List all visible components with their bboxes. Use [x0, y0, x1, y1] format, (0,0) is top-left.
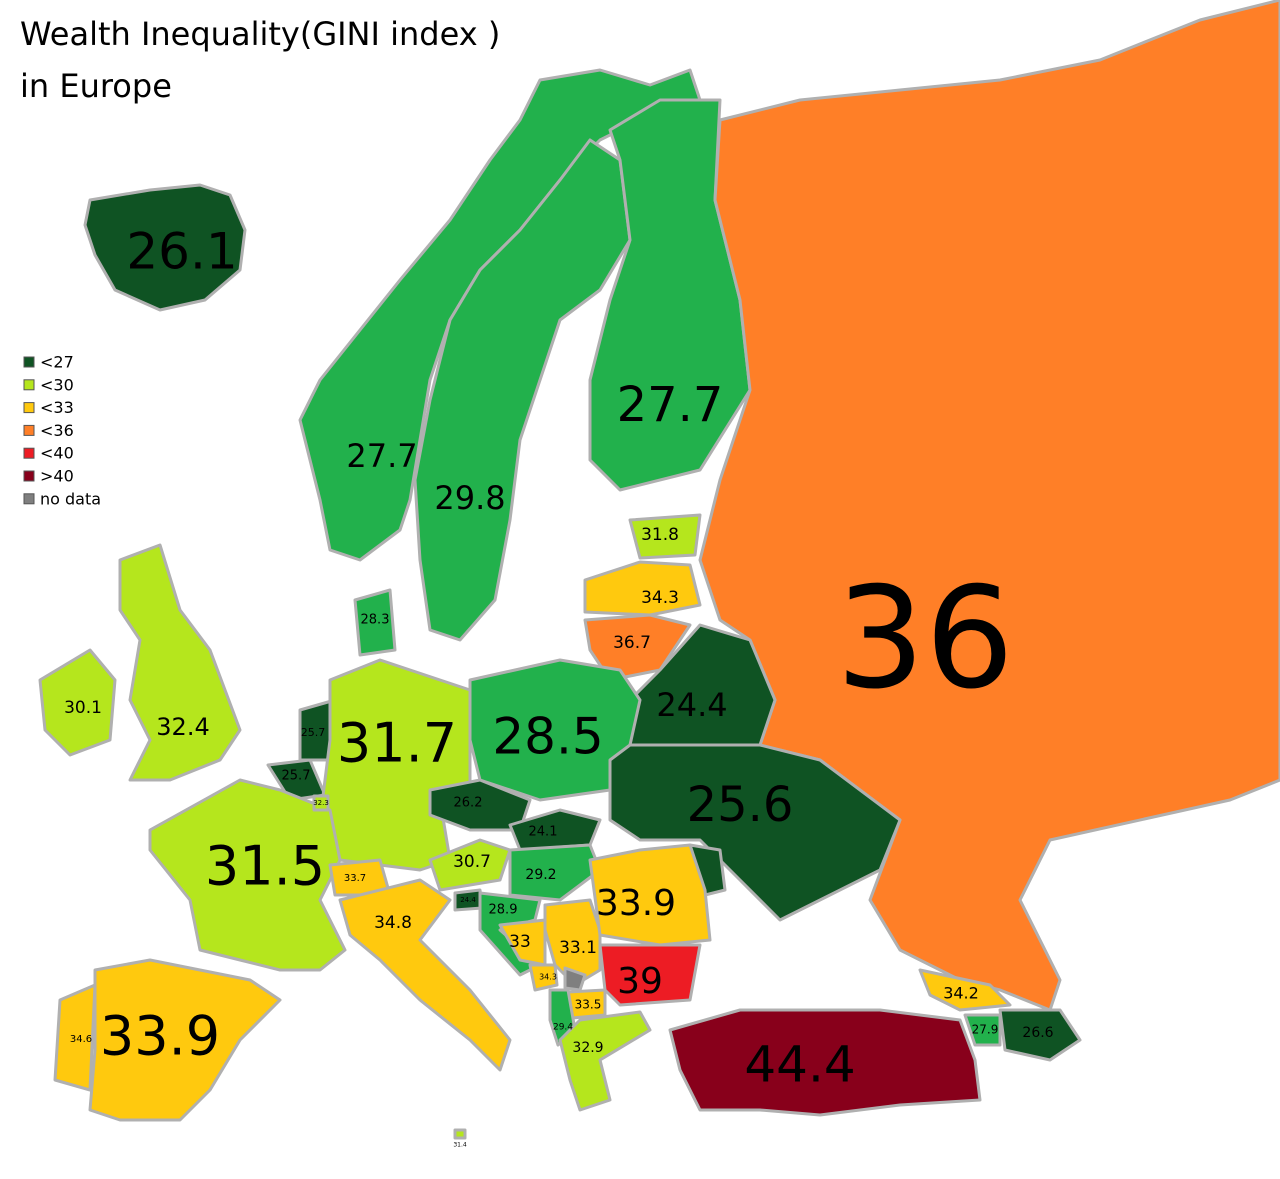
country-value: 24.1 [529, 825, 558, 840]
country-value: 31.7 [337, 712, 457, 775]
country-shape [118, 543, 242, 782]
country-shape [38, 648, 117, 757]
country-value: 34.3 [641, 588, 679, 608]
country-shape [88, 958, 282, 1122]
country-shape [312, 794, 330, 812]
title-line: Wealth Inequality(GINI index ) [20, 15, 500, 53]
legend-label: <36 [40, 421, 74, 440]
country-value: 29.4 [553, 1023, 573, 1033]
legend-label: >40 [40, 467, 74, 486]
country-value: 36.7 [613, 633, 651, 653]
country-shape [588, 98, 752, 492]
country-value: 33.5 [575, 998, 602, 1012]
country-shape [598, 943, 702, 1007]
country-shape [588, 843, 712, 947]
country-value: 33.1 [559, 938, 597, 958]
legend-swatch [23, 447, 35, 459]
country-shape [508, 843, 602, 902]
country-shape [453, 1128, 467, 1140]
country-shape [148, 778, 347, 972]
country-value: 29.2 [525, 867, 556, 883]
country-value: 27.7 [346, 437, 417, 475]
country-shape [628, 513, 702, 560]
country-shape [668, 1008, 982, 1117]
country-value: 27.9 [972, 1023, 999, 1037]
country-shape [53, 983, 97, 1092]
country-shape [583, 560, 702, 617]
legend-swatch [23, 402, 35, 414]
country-shape [558, 1010, 652, 1112]
legend-swatch [23, 424, 35, 436]
country-shape [338, 878, 512, 1072]
legend-swatch [23, 356, 35, 368]
country-value: 34.3 [539, 973, 557, 982]
country-value: 26.1 [126, 223, 237, 281]
country-shape [508, 808, 602, 852]
country-value: 31.8 [641, 525, 679, 545]
country-shape [428, 838, 512, 892]
country-value: 33 [509, 932, 531, 952]
country-value: 25.6 [687, 777, 794, 833]
country-value: 28.5 [492, 708, 603, 766]
country-value: 30.7 [453, 852, 491, 872]
country-shape [413, 138, 632, 642]
country-value: 28.3 [361, 613, 390, 628]
country-shape [543, 898, 602, 987]
country-value: 34.8 [374, 913, 412, 933]
country-value: 25.7 [282, 769, 311, 784]
country-value: 28.9 [489, 903, 518, 918]
legend-label: <27 [40, 353, 74, 372]
country-shape [528, 963, 559, 992]
country-labels: 26.1 27.7 29.8 27.7 36 31.8 34.3 36.7 24.4 28.5 25… [64, 223, 1054, 1149]
country-value: 33.7 [344, 873, 366, 884]
legend-label: no data [40, 489, 101, 508]
country-value: 31.5 [205, 835, 325, 898]
country-value: 32.3 [313, 799, 329, 807]
countries [38, 0, 1280, 1140]
country-shape [998, 1008, 1082, 1062]
country-value: 32.4 [156, 713, 209, 741]
country-value: 27.7 [617, 377, 724, 433]
country-value: 26.2 [454, 796, 483, 811]
country-value: 24.4 [656, 686, 727, 724]
legend-label: <33 [40, 398, 74, 417]
title-line: in Europe [20, 67, 172, 105]
legend: <27 <30 <33 <36 <40 >40 no data [23, 353, 101, 508]
country-shape [83, 183, 247, 312]
country-value: 24.4 [460, 896, 476, 904]
country-value: 44.4 [744, 1036, 855, 1094]
country-shape [963, 1013, 1002, 1047]
legend-label: <30 [40, 375, 74, 394]
country-value: 25.7 [301, 726, 326, 739]
country-value: 31.4 [453, 1142, 467, 1149]
country-value: 36 [836, 558, 1014, 721]
country-value: 30.1 [64, 698, 102, 718]
country-value: 33.9 [596, 883, 676, 924]
legend-swatch [23, 470, 35, 482]
country-value: 33.9 [100, 1005, 220, 1068]
country-shape [918, 968, 1012, 1012]
legend-label: <40 [40, 444, 74, 463]
country-shape [353, 588, 397, 657]
country-value: 39 [617, 961, 663, 1002]
country-value: 26.6 [1022, 1025, 1053, 1041]
country-value: 34.6 [70, 1034, 92, 1045]
country-value: 29.8 [434, 479, 505, 517]
legend-swatch [23, 493, 35, 505]
country-value: 32.9 [572, 1040, 603, 1056]
country-shape [608, 743, 902, 922]
legend-swatch [23, 379, 35, 391]
country-value: 34.2 [943, 984, 979, 1003]
